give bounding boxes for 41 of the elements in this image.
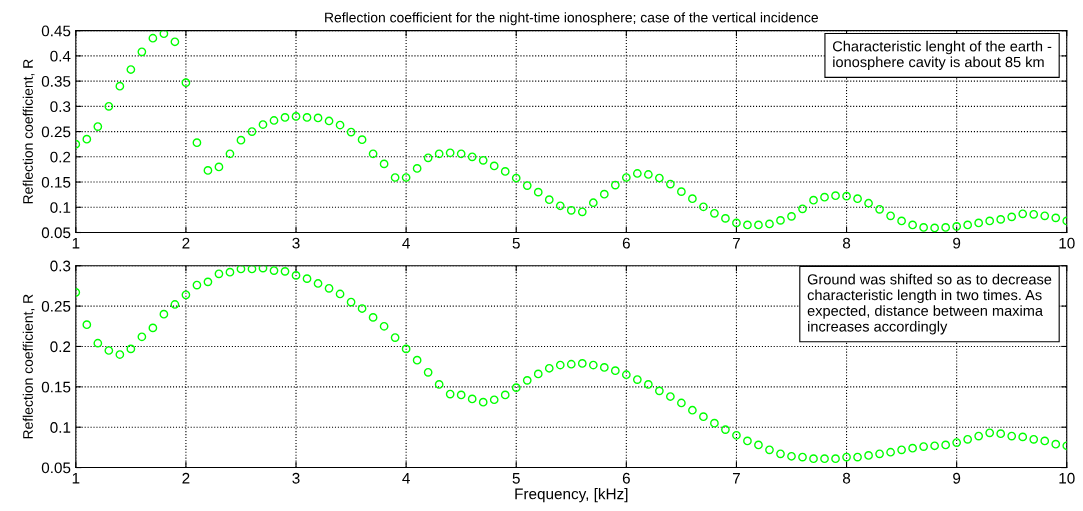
y-tick-label: 0.45 [41, 25, 71, 37]
y-tick-label: 0.1 [50, 202, 71, 213]
x-tick-label: 1 [72, 472, 80, 484]
x-tick-label: 8 [842, 237, 851, 249]
annotation: Ground was shifted so as to decrease characteristic length in two times. As expected, distance between maxima increases accordingly [807, 273, 1052, 335]
y-tick-label: 0.05 [41, 227, 71, 239]
x-tick-label: 3 [292, 472, 300, 484]
y-tick-label: 0.15 [41, 176, 71, 188]
y-tick-label: 0.25 [41, 126, 71, 138]
y-tick-label: 0.2 [50, 151, 71, 163]
x-tick-label: 8 [842, 472, 851, 484]
x-tick-label: 1 [72, 237, 80, 249]
x-axis-title: Frequency, [kHz] [515, 488, 628, 503]
x-tick-label: 4 [402, 472, 410, 484]
y-tick-label: 0.3 [50, 260, 71, 272]
y-tick-label: 0.3 [50, 101, 71, 113]
x-tick-label: 6 [622, 472, 630, 484]
x-tick-label: 4 [402, 237, 410, 249]
y-tick-label: 0.35 [41, 75, 71, 87]
annotation: Characteristic lenght of the earth - ionosphere cavity is about 85 km [832, 40, 1052, 71]
x-tick-label: 2 [182, 237, 190, 249]
y-tick-label: 0.2 [50, 341, 71, 353]
y-tick-label: 0.15 [41, 381, 71, 393]
y-axis-title: Reflection coefficient, R [22, 59, 35, 204]
x-tick-label: 9 [953, 472, 961, 484]
x-tick-label: 10 [1059, 472, 1075, 484]
chart-title: Reflection coefficient for the night-time ionosphere; case of the vertical incidence [325, 12, 818, 26]
y-tick-label: 0.4 [50, 50, 71, 62]
x-tick-label: 7 [732, 237, 740, 249]
y-tick-label: 0.05 [41, 462, 71, 474]
y-tick-label: 0.25 [41, 300, 71, 312]
x-tick-label: 5 [512, 237, 520, 249]
x-tick-label: 9 [953, 237, 961, 249]
x-tick-label: 5 [512, 472, 520, 484]
x-tick-label: 6 [622, 237, 630, 249]
y-axis-title: Reflection coefficient, R [22, 294, 35, 439]
x-tick-label: 2 [182, 472, 190, 484]
x-tick-label: 7 [732, 472, 740, 484]
x-tick-label: 3 [292, 237, 300, 249]
x-tick-label: 10 [1059, 237, 1075, 249]
y-tick-label: 0.1 [50, 422, 71, 433]
